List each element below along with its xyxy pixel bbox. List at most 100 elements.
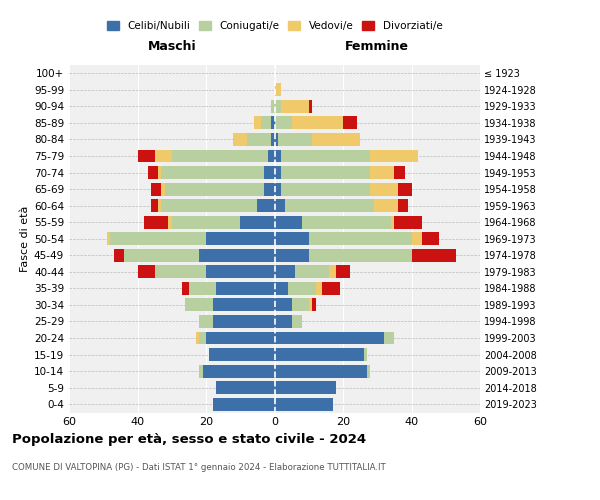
- Bar: [216, 381, 275, 394]
- Bar: [261, 116, 271, 130]
- Bar: [275, 249, 309, 262]
- Bar: [309, 232, 412, 245]
- Bar: [275, 282, 288, 295]
- Bar: [182, 282, 189, 295]
- Bar: [302, 216, 391, 228]
- Bar: [169, 216, 172, 228]
- Bar: [264, 166, 275, 179]
- Bar: [145, 216, 169, 228]
- Bar: [189, 282, 216, 295]
- Bar: [312, 298, 316, 312]
- Bar: [271, 116, 275, 130]
- Bar: [161, 166, 264, 179]
- Bar: [309, 249, 412, 262]
- Bar: [151, 182, 161, 196]
- Bar: [199, 315, 213, 328]
- Bar: [148, 166, 158, 179]
- Bar: [206, 266, 275, 278]
- Bar: [199, 332, 206, 344]
- Bar: [209, 348, 275, 361]
- Bar: [312, 133, 360, 146]
- Bar: [110, 232, 206, 245]
- Bar: [155, 266, 206, 278]
- Bar: [367, 364, 370, 378]
- Bar: [275, 100, 281, 113]
- Bar: [206, 332, 275, 344]
- Bar: [275, 348, 364, 361]
- Legend: Celibi/Nubili, Coniugati/e, Vedovi/e, Divorziati/e: Celibi/Nubili, Coniugati/e, Vedovi/e, Di…: [103, 16, 446, 35]
- Bar: [271, 100, 275, 113]
- Bar: [233, 133, 247, 146]
- Bar: [292, 116, 343, 130]
- Bar: [185, 298, 213, 312]
- Bar: [275, 398, 333, 410]
- Bar: [370, 166, 394, 179]
- Bar: [203, 364, 275, 378]
- Bar: [151, 199, 158, 212]
- Bar: [288, 282, 316, 295]
- Bar: [370, 150, 418, 162]
- Bar: [316, 282, 322, 295]
- Bar: [398, 182, 412, 196]
- Text: COMUNE DI VALTOPINA (PG) - Dati ISTAT 1° gennaio 2024 - Elaborazione TUTTITALIA.: COMUNE DI VALTOPINA (PG) - Dati ISTAT 1°…: [12, 462, 386, 471]
- Bar: [275, 166, 281, 179]
- Bar: [384, 332, 394, 344]
- Bar: [247, 133, 271, 146]
- Bar: [275, 116, 292, 130]
- Bar: [124, 249, 199, 262]
- Bar: [216, 282, 275, 295]
- Bar: [199, 249, 275, 262]
- Bar: [275, 232, 309, 245]
- Bar: [281, 100, 309, 113]
- Bar: [275, 332, 384, 344]
- Bar: [161, 199, 257, 212]
- Bar: [275, 266, 295, 278]
- Bar: [275, 182, 281, 196]
- Bar: [295, 266, 329, 278]
- Bar: [281, 166, 370, 179]
- Bar: [172, 150, 268, 162]
- Bar: [275, 381, 336, 394]
- Bar: [309, 298, 312, 312]
- Bar: [165, 182, 264, 196]
- Bar: [292, 315, 302, 328]
- Bar: [391, 216, 394, 228]
- Bar: [322, 282, 340, 295]
- Bar: [309, 100, 312, 113]
- Bar: [275, 133, 278, 146]
- Bar: [292, 298, 309, 312]
- Bar: [278, 133, 312, 146]
- Bar: [257, 199, 275, 212]
- Bar: [268, 150, 275, 162]
- Bar: [370, 182, 398, 196]
- Bar: [275, 298, 292, 312]
- Bar: [275, 364, 367, 378]
- Bar: [285, 199, 374, 212]
- Bar: [329, 266, 336, 278]
- Bar: [343, 116, 356, 130]
- Bar: [254, 116, 261, 130]
- Bar: [155, 150, 172, 162]
- Bar: [374, 199, 398, 212]
- Bar: [364, 348, 367, 361]
- Bar: [199, 364, 203, 378]
- Bar: [281, 182, 370, 196]
- Bar: [412, 249, 456, 262]
- Bar: [398, 199, 408, 212]
- Bar: [172, 216, 240, 228]
- Text: Maschi: Maschi: [148, 40, 196, 54]
- Bar: [394, 166, 404, 179]
- Bar: [275, 84, 281, 96]
- Bar: [281, 150, 370, 162]
- Bar: [161, 182, 165, 196]
- Text: Popolazione per età, sesso e stato civile - 2024: Popolazione per età, sesso e stato civil…: [12, 432, 366, 446]
- Bar: [271, 133, 275, 146]
- Bar: [336, 266, 350, 278]
- Bar: [213, 298, 275, 312]
- Bar: [107, 232, 110, 245]
- Bar: [275, 150, 281, 162]
- Bar: [158, 166, 161, 179]
- Bar: [264, 182, 275, 196]
- Bar: [196, 332, 199, 344]
- Bar: [275, 199, 285, 212]
